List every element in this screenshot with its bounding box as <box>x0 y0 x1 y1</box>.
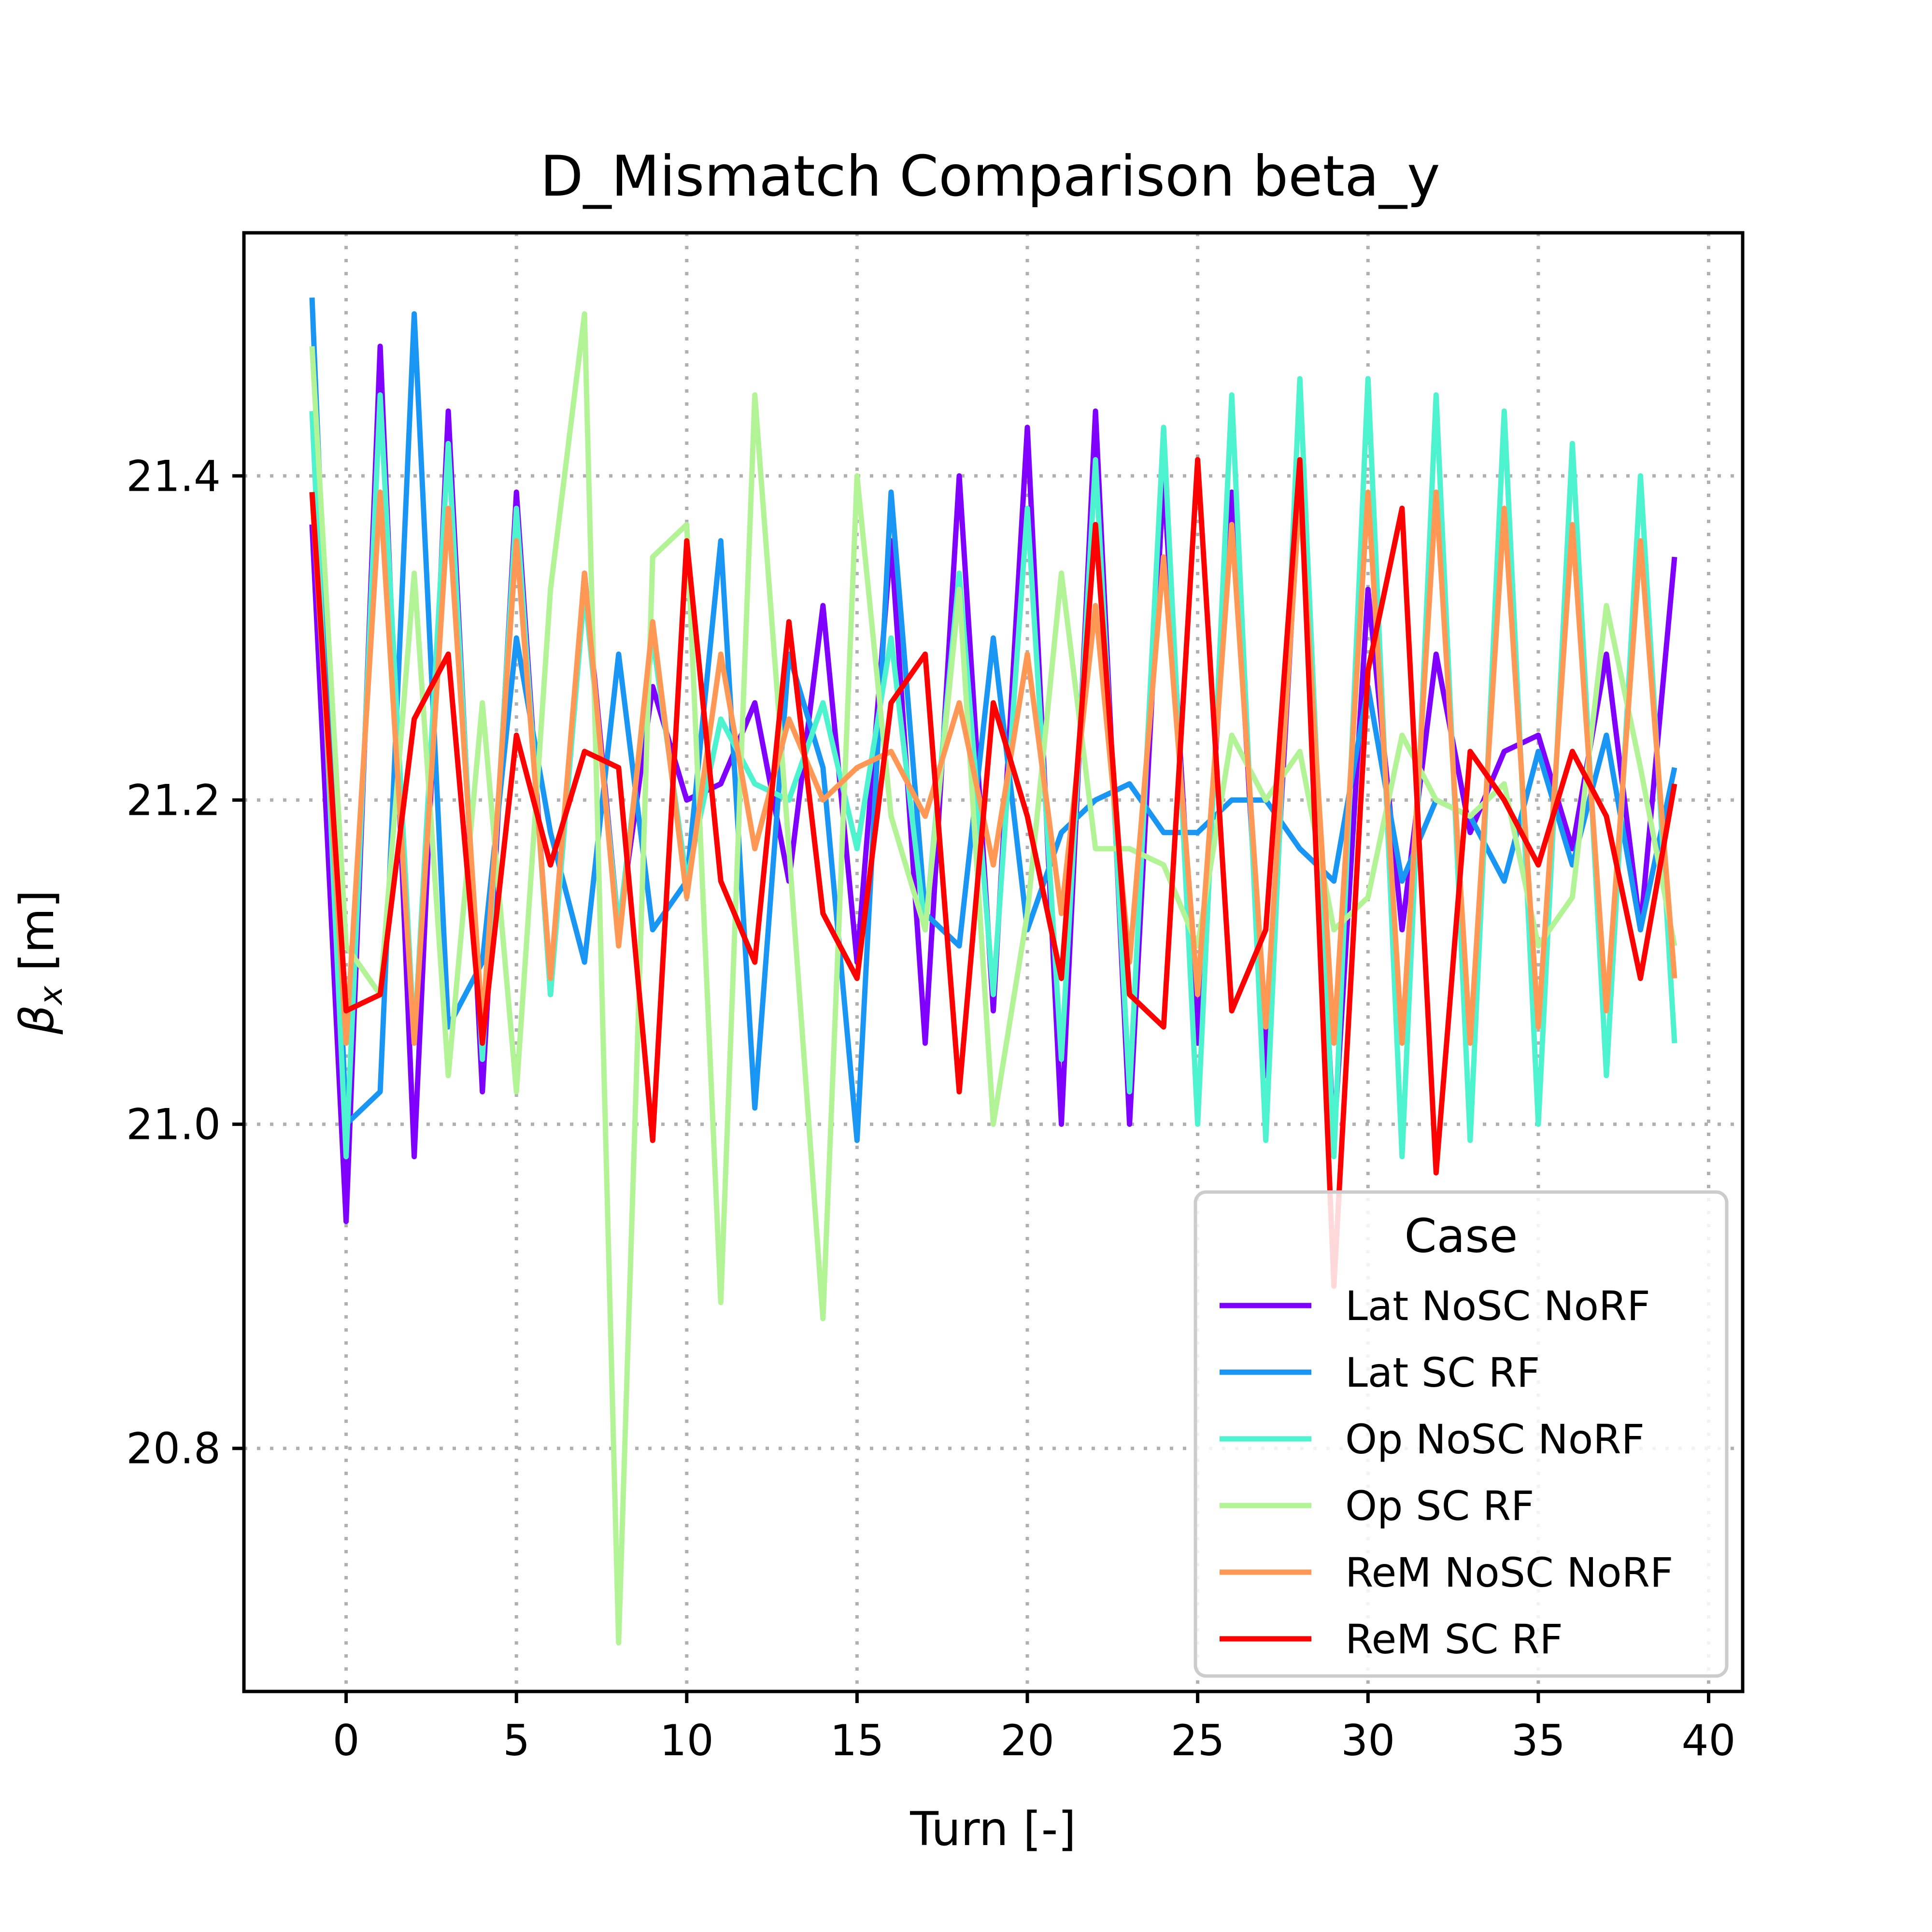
x-tick-label: 35 <box>1511 1716 1565 1765</box>
series-line-4 <box>309 489 1677 1046</box>
x-tick-label: 20 <box>1000 1716 1054 1765</box>
y-tick-label: 21.2 <box>126 775 221 825</box>
x-tick-label: 10 <box>660 1716 714 1765</box>
series-line-5 <box>309 457 1677 1289</box>
y-tick-label: 21.0 <box>126 1100 221 1150</box>
y-axis-label-subscript: x <box>32 985 70 1006</box>
y-axis-label-symbol: β <box>10 1005 64 1035</box>
x-tick-label: 15 <box>830 1716 884 1765</box>
legend: Case Lat NoSC NoRF Lat SC RF Op NoSC NoRF O… <box>1193 1190 1729 1678</box>
x-tick-label: 30 <box>1341 1716 1395 1765</box>
legend-label-2: Op NoSC NoRF <box>1345 1416 1645 1463</box>
plot-frame <box>242 231 1745 1693</box>
x-tick-label: 25 <box>1171 1716 1225 1765</box>
y-tick-label: 21.4 <box>126 451 221 501</box>
legend-label-0: Lat NoSC NoRF <box>1345 1282 1650 1330</box>
series-lines <box>309 297 1677 1646</box>
x-axis-label: Turn [-] <box>909 1802 1076 1856</box>
legend-entries: Lat NoSC NoRF Lat SC RF Op NoSC NoRF Op SC … <box>1220 1282 1673 1663</box>
y-axis-label-unit: [m] <box>10 890 64 986</box>
legend-box <box>1193 1190 1729 1678</box>
x-tick-label: 0 <box>333 1716 360 1765</box>
legend-label-1: Lat SC RF <box>1345 1349 1540 1396</box>
x-tick-label: 40 <box>1682 1716 1736 1765</box>
legend-label-5: ReM SC RF <box>1345 1616 1563 1663</box>
chart-title: D_Mismatch Comparison beta_y <box>540 144 1440 209</box>
legend-label-3: Op SC RF <box>1345 1482 1534 1530</box>
legend-title: Case <box>1405 1209 1518 1263</box>
legend-label-4: ReM NoSC NoRF <box>1345 1549 1673 1596</box>
y-axis-label: βx [m] <box>10 890 70 1035</box>
y-tick-label: 20.8 <box>126 1424 221 1474</box>
axis-ticks: 0 5 10 15 20 25 30 35 40 20.8 21.0 21.2 21.4 <box>126 451 1735 1765</box>
x-tick-label: 5 <box>503 1716 530 1765</box>
series-line-3 <box>309 311 1677 1646</box>
